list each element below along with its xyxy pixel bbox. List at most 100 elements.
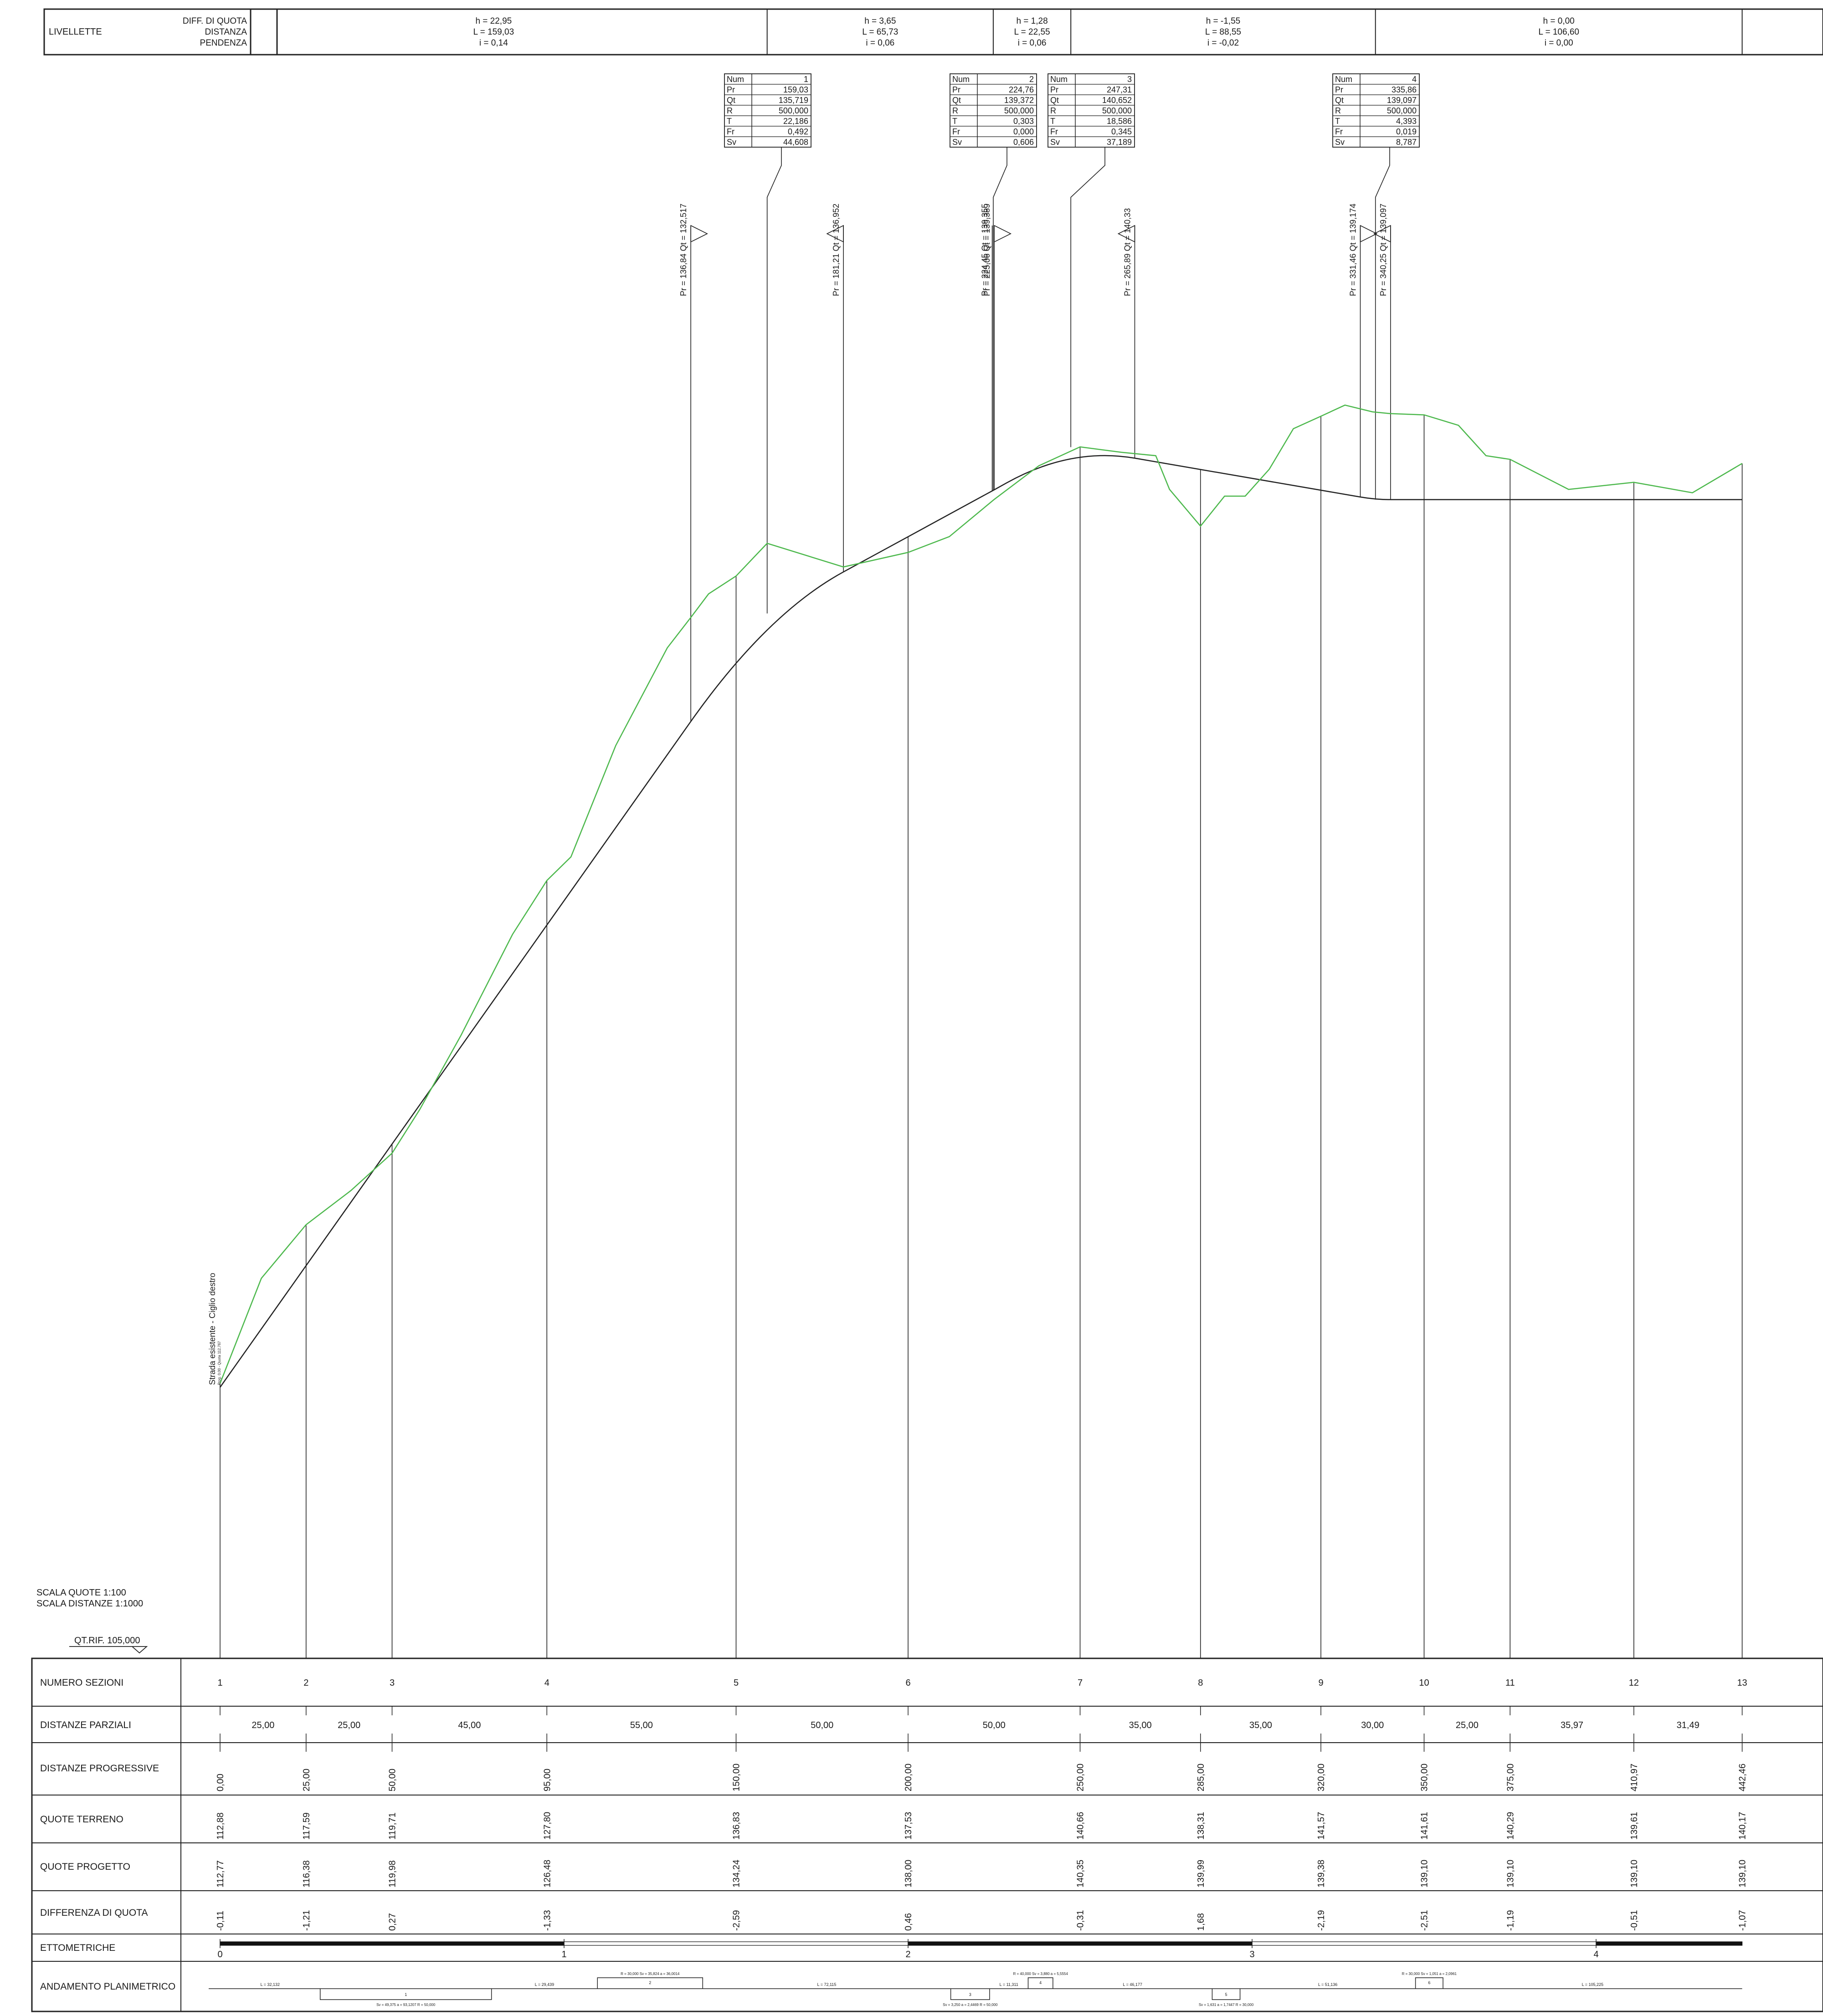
section-number: 4 — [544, 1678, 549, 1688]
terrain-elevation: 112,88 — [216, 1812, 226, 1840]
design-elevation: 139,99 — [1196, 1860, 1206, 1888]
vertex-value: 140,652 — [1102, 96, 1132, 105]
livellette-segment: h = -1,55L = 88,55i = -0,02 — [1205, 9, 1376, 55]
vertex-key: T — [1335, 117, 1340, 126]
terrain-elevation: 127,80 — [542, 1812, 552, 1840]
vertex-value: 18,586 — [1107, 117, 1132, 126]
section-number: 3 — [390, 1678, 395, 1688]
start-annotation: Strada esistente - Ciglio destro Prog. 0… — [208, 1273, 221, 1385]
vertex-key: Num — [952, 75, 970, 84]
elevation-difference: -2,51 — [1420, 1910, 1430, 1931]
vertex-key: Fr — [1335, 127, 1343, 136]
vertex-key: Pr — [1335, 85, 1343, 94]
terrain-elevation: 137,53 — [904, 1812, 914, 1840]
segment-i: i = -0,02 — [1207, 38, 1239, 48]
progressive-distance: 150,00 — [732, 1764, 742, 1791]
elevation-difference: -1,19 — [1505, 1910, 1515, 1931]
progressive-distance: 250,00 — [1076, 1764, 1086, 1791]
andamento-curve-data: Sv = 1,631 a = 1,7447 R = 30,000 — [1199, 2003, 1254, 2007]
vertex-key: Fr — [1050, 127, 1058, 136]
vertex-value: 335,86 — [1392, 85, 1417, 94]
livellette-frame — [43, 8, 1823, 56]
etto-label: 3 — [1249, 1949, 1254, 1960]
andamento-element: 4 R = 40,000 Sv = 3,880 a = 5,5554 — [1013, 1972, 1068, 1989]
partial-distance: 25,00 — [338, 1720, 360, 1730]
partial-distance: 31,49 — [1677, 1720, 1700, 1730]
scale-distanze: SCALA DISTANZE 1:1000 — [36, 1599, 143, 1609]
livellette-segment: h = 1,28L = 22,55i = 0,06 — [1014, 9, 1072, 55]
andamento-curve-num: 3 — [969, 1992, 971, 1997]
andamento-element: 6 R = 30,000 Sv = 1,051 a = 2,0961 — [1402, 1972, 1457, 1989]
progressive-distance: 25,00 — [302, 1769, 312, 1791]
progressive-distance: 0,00 — [216, 1774, 226, 1791]
elevation-difference: -0,11 — [216, 1911, 226, 1931]
vertex-value: 4,393 — [1396, 117, 1417, 126]
andamento-length: L = 32,132 — [261, 1982, 280, 1987]
vertex-key: Pr — [727, 85, 735, 94]
design-elevation: 126,48 — [542, 1860, 552, 1888]
andamento-length: L = 29,439 — [535, 1982, 554, 1987]
table-cells: 1 0,00 112,88 112,77 -0,11 25,00 2 25,00 117,59 1… — [216, 1678, 1748, 1931]
segment-i: i = 0,06 — [1018, 38, 1047, 48]
elevation-difference: -1,33 — [542, 1910, 552, 1931]
vertex-key: R — [727, 106, 733, 115]
andamento-curve-num: 6 — [1428, 1980, 1430, 1985]
elevation-difference: -1,07 — [1738, 1910, 1748, 1931]
terrain-elevation: 119,71 — [388, 1812, 398, 1840]
curve-point-label: Pr = 331,46 Qt = 139,174 — [1349, 204, 1358, 296]
vertex-value: 3 — [1127, 75, 1132, 84]
vertex-value: 247,31 — [1107, 85, 1132, 94]
andamento-length: L = 72,115 — [817, 1982, 837, 1987]
progressive-distance: 285,00 — [1196, 1764, 1206, 1791]
vertex-table-4: Num 4 Pr 335,86 Qt 139,097 R 500,000 T 4,393 Fr 0,0… — [1332, 73, 1420, 500]
elevation-difference: 0,46 — [904, 1913, 914, 1931]
design-elevation: 140,35 — [1076, 1860, 1086, 1888]
segment-L: L = 159,03 — [473, 27, 514, 37]
flag-icon — [994, 225, 1012, 243]
andamento-length: L = 105,225 — [1582, 1982, 1603, 1987]
design-profile-line — [219, 455, 1742, 1388]
design-elevation: 119,98 — [388, 1860, 398, 1888]
livellette-table: LIVELLETTE DIFF. DI QUOTA DISTANZA PENDE… — [43, 8, 1823, 56]
vertex-leader — [1375, 147, 1390, 500]
curve-point-label: Pr = 224,45 Qt = 139,355 — [981, 204, 990, 296]
vertex-key: Pr — [952, 85, 960, 94]
partial-distance: 25,00 — [1456, 1720, 1479, 1730]
etto-label: 0 — [217, 1949, 222, 1960]
curve-point-label: Pr = 136,84 Qt = 132,517 — [679, 204, 688, 296]
andamento-curve-data: Sv = 3,250 a = 2,4469 R = 50,000 — [943, 2003, 998, 2007]
livellette-segment: h = 3,65L = 65,73i = 0,06 — [862, 9, 994, 55]
vertex-key: Qt — [727, 96, 735, 105]
table-frame — [31, 1657, 1823, 2012]
andamento-element: 5 Sv = 1,631 a = 1,7447 R = 30,000 — [1199, 1989, 1254, 2007]
segment-h: h = 3,65 — [864, 16, 896, 26]
vertex-leader — [1070, 147, 1105, 447]
vertex-tables: Num 1 Pr 159,03 Qt 135,719 R 500,000 T 22,186 Fr 0,… — [724, 73, 1420, 614]
andamento-curve-num: 1 — [405, 1992, 407, 1997]
design-elevation: 138,00 — [904, 1860, 914, 1888]
segment-L: L = 88,55 — [1205, 27, 1241, 37]
andamento-element: 2 R = 30,000 Sv = 35,824 a = 36,0014 — [597, 1972, 704, 1989]
terrain-elevation: 140,66 — [1076, 1812, 1086, 1840]
design-elevation: 139,10 — [1629, 1860, 1639, 1888]
progressive-distance: 442,46 — [1738, 1764, 1748, 1791]
segment-L: L = 106,60 — [1538, 27, 1579, 37]
flag-icon — [1373, 225, 1391, 243]
scale-quote: SCALA QUOTE 1:100 — [36, 1588, 126, 1598]
progressive-distance: 410,97 — [1629, 1764, 1639, 1791]
flag-icon — [690, 225, 708, 243]
etto-label: 4 — [1593, 1949, 1598, 1960]
livellette-label-distanza: DISTANZA — [205, 27, 247, 37]
vertex-key: Sv — [952, 138, 962, 147]
design-elevation: 116,38 — [302, 1860, 312, 1888]
section-number: 5 — [734, 1678, 739, 1688]
andamento-curve-data: Sv = 49,375 a = 93,1207 R = 50,000 — [376, 2003, 436, 2007]
andamento-element: L = 11,311 — [1000, 1982, 1018, 1987]
segment-i: i = 0,06 — [866, 38, 894, 48]
vertex-leader — [766, 147, 782, 614]
partial-distance: 35,00 — [1129, 1720, 1152, 1730]
terrain-elevation: 141,61 — [1420, 1812, 1430, 1840]
andamento-length: L = 46,177 — [1123, 1982, 1142, 1987]
row-label-distanze-progressive: DISTANZE PROGRESSIVE — [40, 1763, 159, 1774]
segment-h: h = -1,55 — [1206, 16, 1241, 26]
